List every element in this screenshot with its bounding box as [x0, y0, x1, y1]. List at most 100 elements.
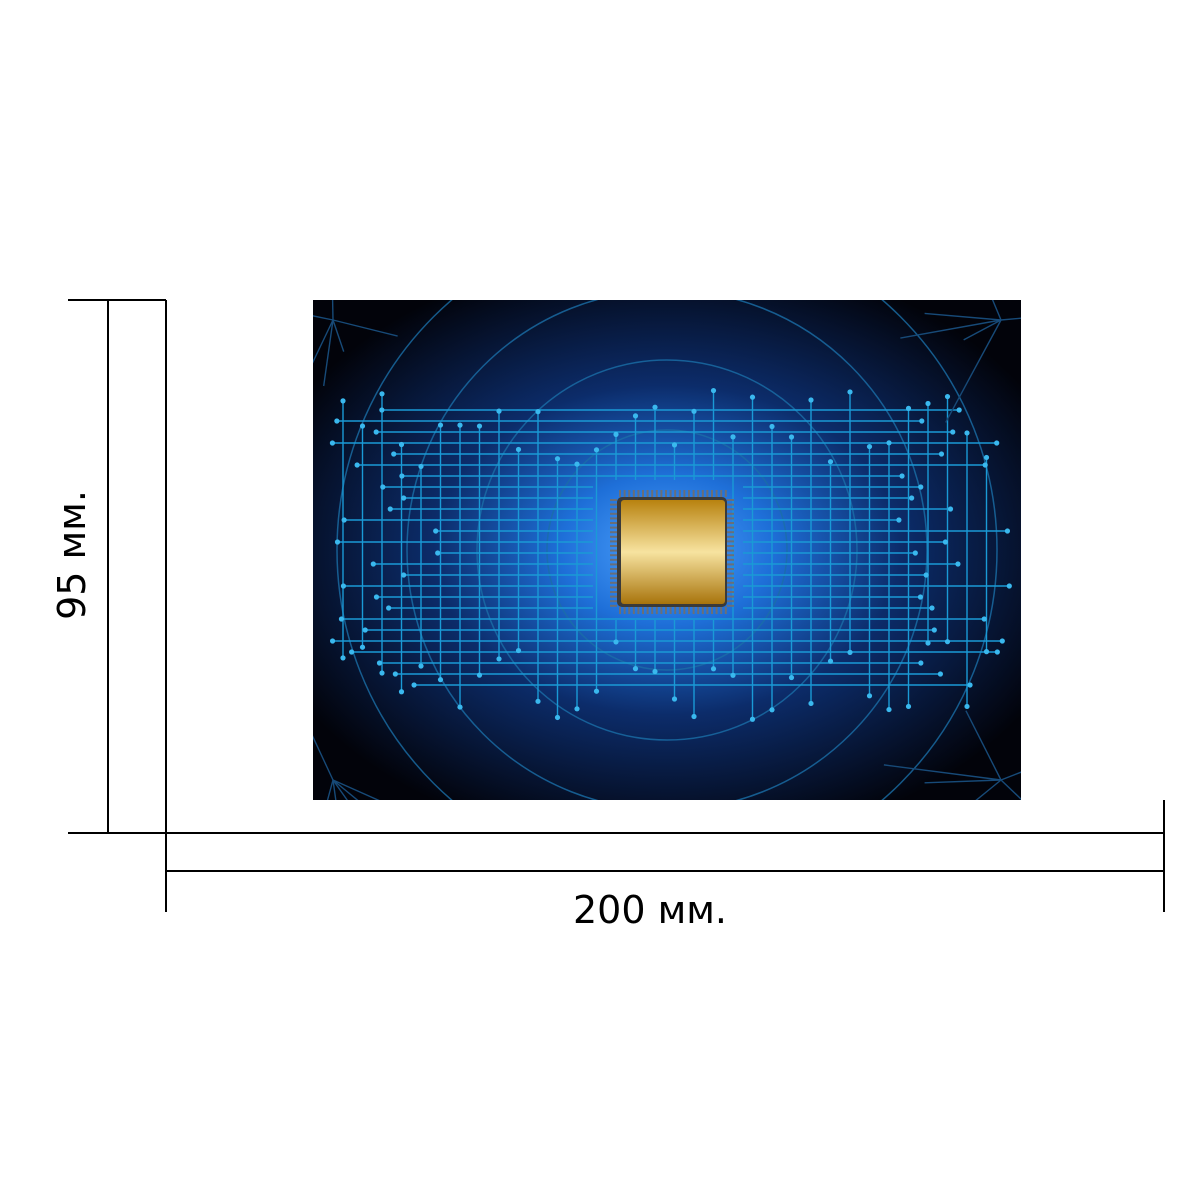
- circuit-trace: [332, 779, 380, 800]
- chip-pin: [692, 607, 695, 614]
- circuit-image: [313, 300, 1021, 800]
- chip-pin: [727, 577, 734, 580]
- circuit-node: [387, 506, 393, 512]
- chip-pin: [711, 607, 713, 614]
- circuit-node: [401, 495, 407, 501]
- chip-pin: [674, 490, 677, 497]
- chip-pin: [697, 607, 700, 614]
- chip-pin: [727, 572, 734, 575]
- circuit-node: [379, 670, 385, 676]
- circuit-node: [359, 423, 366, 429]
- circuit-node: [827, 658, 834, 664]
- chip-pin: [610, 526, 617, 529]
- circuit-trace: [965, 710, 1002, 781]
- chip-pin: [727, 549, 734, 552]
- circuit-node: [613, 639, 619, 645]
- chip-pin: [727, 512, 734, 515]
- chip-pin: [637, 607, 640, 614]
- chip-pin: [727, 586, 734, 589]
- circuit-node: [334, 418, 340, 424]
- circuit-node: [730, 434, 736, 440]
- chip-pin: [727, 604, 734, 607]
- circuit-node: [386, 605, 392, 611]
- circuit-node: [437, 422, 444, 428]
- circuit-node: [435, 550, 441, 556]
- chip-pin: [727, 522, 734, 524]
- circuit-node: [769, 423, 775, 430]
- chip-pin: [610, 595, 617, 598]
- chip-pin: [610, 549, 617, 552]
- circuit-node: [671, 696, 678, 702]
- circuit-node: [1006, 583, 1012, 589]
- chip-pin: [727, 558, 734, 561]
- chip-pin: [715, 607, 718, 614]
- circuit-node: [919, 418, 925, 424]
- circuit-node: [847, 649, 853, 655]
- circuit-node: [399, 473, 405, 479]
- circuit-node: [918, 660, 924, 666]
- circuit-node: [899, 473, 905, 479]
- circuit-trace: [313, 735, 334, 781]
- circuit-node: [593, 447, 600, 453]
- circuit-node: [392, 671, 398, 677]
- chip-pin: [610, 517, 617, 520]
- chip-pin: [642, 490, 644, 497]
- circuit-node: [359, 644, 366, 650]
- chip-pin: [727, 600, 734, 603]
- circuit-node: [535, 698, 541, 704]
- circuit-node: [535, 409, 541, 415]
- chip-pin: [727, 554, 734, 557]
- circuit-node: [905, 703, 912, 710]
- chip-pin: [610, 600, 617, 603]
- circuit-node: [418, 663, 424, 669]
- circuit-node: [730, 672, 736, 678]
- circuit-trace: [332, 319, 345, 352]
- circuit-node: [905, 405, 912, 411]
- circuit-trace: [963, 319, 1002, 341]
- chip-pin: [665, 607, 667, 614]
- circuit-node: [437, 677, 444, 683]
- chip-pin: [727, 545, 734, 547]
- circuit-node: [749, 394, 756, 400]
- chip-pin: [683, 607, 686, 614]
- chip-pin: [727, 568, 734, 570]
- chip-pin: [711, 490, 713, 497]
- circuit-trace: [975, 779, 1002, 800]
- circuit-trace: [900, 319, 1002, 339]
- circuit-node: [710, 666, 717, 672]
- circuit-node: [964, 430, 970, 436]
- circuit-node: [964, 703, 970, 710]
- circuit-trace: [331, 300, 334, 321]
- chip-pin: [727, 503, 734, 506]
- chip-pin: [619, 607, 621, 614]
- circuit-node: [866, 693, 873, 699]
- circuit-node: [329, 440, 336, 446]
- circuit-node: [950, 429, 956, 435]
- chip-pin: [651, 490, 654, 497]
- circuit-node: [379, 391, 385, 397]
- circuit-node: [334, 539, 341, 545]
- circuit-node: [923, 572, 929, 578]
- circuit-node: [886, 706, 892, 713]
- circuit-node: [866, 443, 873, 450]
- circuit-node: [652, 668, 658, 675]
- circuit-node: [994, 440, 1000, 446]
- chip-pin: [727, 581, 734, 584]
- circuit-node: [370, 561, 376, 567]
- chip-pin: [678, 607, 681, 614]
- chip-pin: [610, 558, 617, 561]
- circuit-trace: [332, 779, 348, 800]
- circuit-node: [931, 627, 937, 633]
- circuit-trace: [313, 319, 334, 364]
- circuit-node: [967, 682, 973, 688]
- chip-pin: [720, 607, 723, 614]
- chip-pin: [610, 586, 617, 589]
- circuit-trace: [323, 319, 334, 387]
- chip-pin: [720, 490, 723, 497]
- circuit-node: [340, 583, 347, 589]
- circuit-node: [983, 454, 990, 461]
- chip-pin: [727, 531, 734, 534]
- chip-pin: [688, 490, 690, 497]
- circuit-trace: [326, 779, 334, 800]
